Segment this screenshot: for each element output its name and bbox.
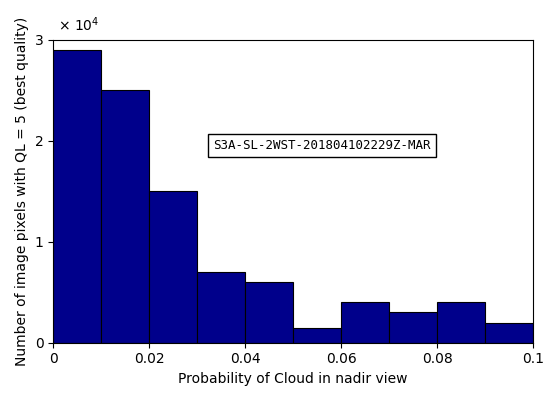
- Bar: [437, 302, 485, 343]
- Bar: [197, 272, 245, 343]
- Bar: [389, 312, 437, 343]
- Bar: [293, 328, 341, 343]
- Y-axis label: Number of image pixels with QL = 5 (best quality): Number of image pixels with QL = 5 (best…: [15, 16, 29, 366]
- Bar: [341, 302, 389, 343]
- Text: S3A-SL-2WST-201804102229Z-MAR: S3A-SL-2WST-201804102229Z-MAR: [213, 139, 430, 152]
- Bar: [101, 90, 149, 343]
- Text: $\times$ 10$^4$: $\times$ 10$^4$: [58, 15, 100, 34]
- X-axis label: Probability of Cloud in nadir view: Probability of Cloud in nadir view: [178, 372, 408, 386]
- Bar: [149, 191, 197, 343]
- Bar: [245, 282, 293, 343]
- Bar: [53, 50, 101, 343]
- Bar: [485, 322, 533, 343]
